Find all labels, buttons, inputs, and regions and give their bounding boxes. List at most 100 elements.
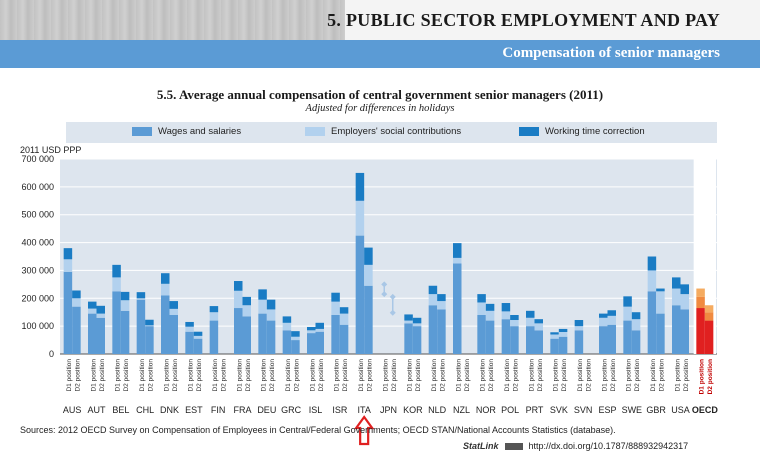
bar-wages-dnk-d2 [169, 315, 178, 354]
legend-swatch-social [305, 127, 325, 136]
bar-time-kor-d1 [404, 314, 413, 321]
position-label: D1 position [674, 359, 681, 392]
position-label: D2 position [245, 359, 252, 392]
position-label: D2 position [220, 359, 227, 392]
position-label: D1 position [212, 359, 219, 392]
bar-social-isr-d2 [339, 313, 349, 325]
bar-time-fra-d1 [234, 281, 243, 291]
statlink-url[interactable]: http://dx.doi.org/10.1787/888932942317 [528, 441, 689, 451]
country-label-nor: NOR [476, 405, 497, 415]
country-label-grc: GRC [281, 405, 302, 415]
bar-social-aus-d2 [72, 298, 81, 307]
bar-social-nld-d2 [437, 301, 446, 310]
bar-time-est-d1 [185, 321, 194, 327]
position-label: D2 position [147, 359, 154, 392]
legend-label-wages: Wages and salaries [158, 126, 242, 137]
country-label-kor: KOR [403, 405, 423, 415]
position-label: D2 position [293, 359, 300, 392]
country-label-chl: CHL [136, 405, 154, 415]
bar-time-dnk-d2 [169, 301, 178, 309]
position-label: D2 position [537, 359, 544, 392]
position-label: D2 position [488, 359, 495, 392]
position-label: D2 position [683, 359, 690, 392]
sources-note: Sources: 2012 OECD Survey on Compensatio… [20, 425, 616, 435]
bar-social-gbr-d1 [647, 270, 657, 292]
position-label: D1 position [650, 359, 657, 392]
bar-wages-isl-d1 [307, 333, 316, 354]
position-label: D1 position [334, 359, 341, 392]
bar-social-fin-d1 [209, 312, 219, 321]
bar-time-kor-d2 [412, 317, 422, 324]
bar-social-isl-d1 [307, 330, 316, 334]
position-label: D2 position [196, 359, 203, 392]
banner-title-strip [345, 0, 760, 40]
bar-wages-oecd-d2 [704, 320, 714, 354]
y-tick-label: 400 000 [21, 238, 54, 248]
bar-wages-chl-d1 [136, 299, 146, 354]
bar-wages-svk-d1 [550, 338, 559, 354]
position-label: D2 position [172, 359, 179, 392]
bar-wages-kor-d1 [404, 323, 413, 354]
bar-social-svn-d1 [574, 326, 584, 331]
position-label: D2 position [439, 359, 446, 392]
y-tick-label: 500 000 [21, 210, 54, 220]
position-label: D2 position [512, 359, 519, 392]
bar-time-nld-d2 [437, 294, 446, 302]
bar-wages-nld-d1 [428, 305, 438, 354]
bar-time-fra-d2 [242, 296, 251, 306]
bar-wages-aut-d1 [88, 313, 97, 354]
position-label: D2 position [99, 359, 106, 392]
bar-time-swe-d2 [631, 312, 641, 320]
position-label: D2 position [318, 359, 325, 392]
section-subtitle: Compensation of senior managers [502, 45, 720, 61]
country-label-isl: ISL [309, 405, 323, 415]
bar-social-swe-d2 [631, 319, 641, 331]
bar-social-ita-d1 [355, 200, 365, 236]
bar-time-grc-d1 [282, 316, 292, 323]
bar-social-grc-d2 [291, 336, 300, 341]
bar-social-aut-d1 [88, 308, 97, 314]
statlink[interactable]: StatLink http://dx.doi.org/10.1787/888932… [463, 441, 688, 451]
bar-time-isr-d1 [331, 292, 340, 302]
position-label: D1 position [407, 359, 414, 392]
red-arrow-icon [354, 415, 375, 446]
bar-social-usa-d2 [680, 294, 689, 310]
country-label-nld: NLD [428, 405, 447, 415]
country-label-fra: FRA [234, 405, 252, 415]
bar-wages-prt-d2 [534, 330, 543, 354]
bar-wages-grc-d1 [282, 330, 292, 354]
y-axis-unit-label: 2011 USD PPP [20, 145, 82, 155]
position-label: D1 position [480, 359, 487, 392]
bar-wages-prt-d1 [526, 326, 535, 354]
country-label-isr: ISR [332, 405, 348, 415]
bar-time-prt-d1 [526, 310, 535, 318]
bar-social-kor-d2 [412, 323, 422, 327]
bar-wages-isr-d2 [339, 324, 349, 354]
bar-time-gbr-d2 [656, 288, 665, 292]
bar-social-pol-d1 [501, 311, 511, 320]
bar-social-est-d2 [193, 335, 203, 339]
country-label-dnk: DNK [160, 405, 179, 415]
position-label: D2 position [366, 359, 373, 392]
bar-time-dnk-d1 [161, 273, 170, 284]
position-label: D2 position [415, 359, 422, 392]
bar-social-svk-d1 [550, 334, 559, 339]
country-label-swe: SWE [622, 405, 643, 415]
position-label: D1 position [455, 359, 462, 392]
legend-swatch-wages [132, 127, 152, 136]
y-tick-label: 600 000 [21, 182, 54, 192]
bar-wages-pol-d2 [510, 326, 519, 354]
bar-time-gbr-d1 [647, 256, 657, 271]
position-label: D1 position [553, 359, 560, 392]
bar-time-usa-d2 [680, 284, 689, 295]
country-label-oecd: OECD [692, 405, 719, 415]
bar-time-ita-d2 [364, 247, 373, 265]
position-label: D2 position [269, 359, 276, 392]
statlink-logo-icon [504, 443, 523, 451]
bar-time-nzl-d1 [453, 243, 462, 258]
bar-time-bel-d2 [120, 291, 130, 301]
bar-social-isr-d1 [331, 301, 340, 315]
bar-time-svn-d1 [574, 320, 584, 327]
bar-social-aus-d1 [63, 259, 73, 272]
bar-time-pol-d1 [501, 303, 511, 312]
